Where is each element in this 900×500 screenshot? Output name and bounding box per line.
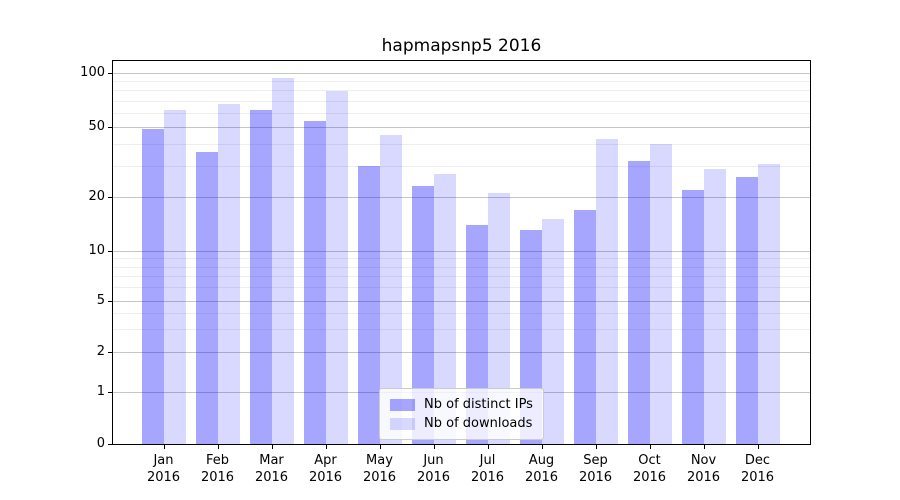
bar-feb-distinct-ips — [195, 152, 218, 444]
y-tick-50 — [108, 127, 113, 128]
x-tick-label-dec: Dec 2016 — [740, 453, 775, 485]
gridline-minor-80 — [113, 90, 810, 92]
x-tick-label-apr: Apr 2016 — [308, 453, 343, 485]
bar-mar-downloads — [271, 77, 294, 444]
x-tick-aug — [541, 445, 543, 449]
gridline-major-10 — [113, 250, 810, 252]
y-tick-0 — [108, 444, 113, 445]
gridline-major-100 — [113, 73, 810, 74]
y-tick-2 — [108, 352, 113, 353]
y-tick-label-10: 10 — [88, 242, 105, 258]
legend-entry-distinct-ips: Nb of distinct IPs — [390, 395, 533, 414]
bar-nov-downloads — [703, 168, 726, 444]
y-tick-10 — [108, 250, 113, 252]
bar-nov-distinct-ips — [681, 189, 704, 444]
legend-entry-downloads: Nb of downloads — [390, 414, 533, 433]
gridline-minor-6 — [113, 287, 810, 289]
gridline-minor-60 — [113, 112, 810, 114]
y-tick-1 — [108, 391, 113, 393]
y-tick-label-100: 100 — [80, 65, 105, 80]
legend-swatch-downloads — [390, 417, 415, 430]
x-tick-label-nov: Nov 2016 — [686, 453, 721, 485]
x-tick-label-oct: Oct 2016 — [632, 453, 667, 485]
gridline-major-2 — [113, 352, 810, 353]
gridline-minor-30 — [113, 166, 810, 167]
x-tick-label-jul: Jul 2016 — [470, 453, 505, 485]
y-tick-5 — [108, 300, 113, 302]
y-tick-100 — [108, 73, 113, 74]
x-tick-jan — [163, 445, 165, 449]
y-tick-label-50: 50 — [88, 119, 105, 134]
bar-sep-distinct-ips — [573, 209, 596, 444]
x-tick-label-jan: Jan 2016 — [146, 453, 181, 485]
y-tick-label-1: 1 — [96, 383, 105, 399]
x-tick-label-mar: Mar 2016 — [254, 453, 289, 485]
gridline-minor-70 — [113, 100, 810, 102]
legend-label-distinct-ips: Nb of distinct IPs — [424, 397, 533, 412]
bar-jan-distinct-ips — [141, 128, 164, 444]
bar-oct-distinct-ips — [627, 161, 650, 444]
gridline-major-5 — [113, 300, 810, 302]
bar-oct-downloads — [649, 144, 672, 444]
bar-mar-distinct-ips — [249, 110, 272, 444]
y-tick-20 — [108, 197, 113, 198]
bar-jan-downloads — [163, 110, 186, 444]
gridline-minor-90 — [113, 81, 810, 83]
gridline-minor-3 — [113, 329, 810, 331]
x-tick-nov — [703, 445, 705, 449]
gridline-major-20 — [113, 197, 810, 198]
bar-may-downloads — [379, 135, 402, 444]
x-tick-label-feb: Feb 2016 — [200, 453, 235, 485]
x-tick-label-aug: Aug 2016 — [524, 453, 559, 485]
bar-apr-distinct-ips — [303, 121, 326, 444]
y-tick-label-5: 5 — [96, 292, 105, 308]
x-tick-dec — [757, 445, 759, 449]
bar-feb-downloads — [217, 104, 240, 444]
x-tick-label-sep: Sep 2016 — [578, 453, 613, 485]
legend-swatch-distinct-ips — [390, 398, 415, 411]
x-tick-label-jun: Jun 2016 — [416, 453, 451, 485]
x-tick-apr — [325, 445, 327, 449]
x-tick-oct — [649, 445, 651, 449]
x-tick-may — [379, 445, 381, 449]
x-tick-feb — [217, 445, 219, 449]
bar-apr-downloads — [325, 91, 348, 444]
chart-title: hapmapsnp5 2016 — [381, 36, 542, 56]
bar-sep-downloads — [595, 138, 618, 444]
gridline-minor-9 — [113, 258, 810, 260]
x-tick-mar — [271, 445, 273, 449]
gridline-minor-40 — [113, 144, 810, 145]
bar-jun-downloads — [433, 174, 456, 444]
gridline-minor-7 — [113, 276, 810, 278]
x-tick-sep — [595, 445, 597, 449]
gridline-major-50 — [113, 127, 810, 128]
x-tick-jun — [433, 445, 435, 449]
y-tick-label-20: 20 — [88, 189, 105, 204]
bar-may-distinct-ips — [357, 166, 380, 444]
gridline-minor-4 — [113, 313, 810, 314]
y-tick-label-0: 0 — [96, 436, 105, 451]
legend-label-downloads: Nb of downloads — [424, 416, 533, 431]
plot-area — [112, 60, 811, 445]
y-tick-label-2: 2 — [96, 344, 105, 359]
bar-aug-downloads — [541, 219, 564, 444]
bar-dec-downloads — [757, 163, 780, 444]
bar-jul-downloads — [487, 193, 510, 444]
x-tick-label-may: May 2016 — [362, 453, 397, 485]
gridline-minor-8 — [113, 266, 810, 268]
bar-jun-distinct-ips — [411, 186, 434, 444]
x-tick-jul — [487, 445, 489, 449]
bar-dec-distinct-ips — [735, 177, 758, 444]
legend: Nb of distinct IPs Nb of downloads — [379, 388, 544, 440]
